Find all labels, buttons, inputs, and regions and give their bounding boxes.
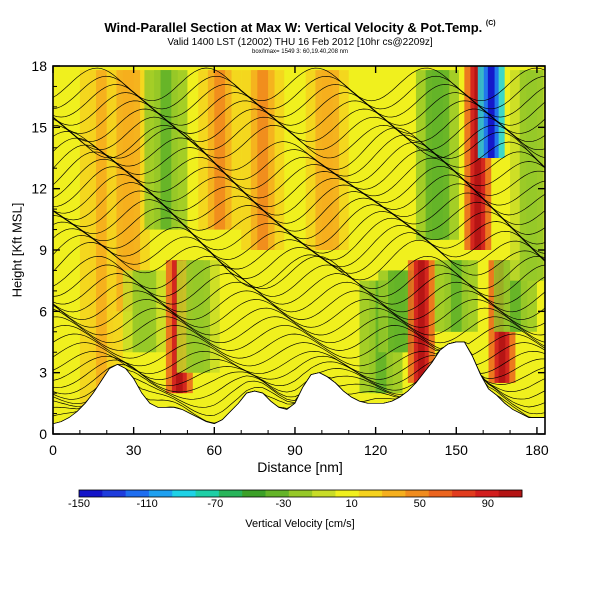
x-tick-label: 120 [364,442,388,458]
velocity-band [214,70,226,230]
colorbar-swatch [218,490,243,497]
isentrope-line [53,217,545,261]
plot-area [53,66,545,434]
colorbar-tick-label: 10 [345,498,357,510]
isentrope-line [53,232,545,279]
colorbar-tick-label: -70 [207,498,223,510]
x-tick-label: 150 [445,442,469,458]
colorbar-swatch [288,490,313,497]
colorbar-swatch [452,490,476,497]
chart-title: Wind-Parallel Section at Max W: Vertical… [104,20,496,35]
isentrope-line [53,108,545,142]
colorbar-tick-label: 90 [482,498,494,510]
y-tick-label: 12 [31,181,47,197]
y-tick-label: 9 [39,242,47,258]
colorbar-tick-label: -30 [276,498,292,510]
colorbar: -150 -110 -70 -30 10 50 90 [68,489,523,510]
isentrope-line [53,290,545,320]
velocity-band [192,260,204,373]
colorbar-swatch [265,490,290,497]
isentrope-line [53,255,545,290]
x-tick-label: 180 [525,442,549,458]
velocity-band [321,70,333,250]
colorbar-swatch [405,490,430,497]
velocity-band [526,70,537,281]
colorbar-swatch [475,490,500,497]
colorbar-swatch [312,490,336,497]
isentrope-line [53,92,545,126]
colorbar-swatch [195,490,220,497]
isentrope-line [53,127,545,171]
x-axis: 0 30 60 90 120 150 180 [49,66,549,458]
chart-subtitle: Valid 1400 LST (12002) THU 16 Feb 2012 [… [167,37,433,48]
colorbar-tick-label: -110 [137,498,158,510]
colorbar-swatch [242,490,266,497]
colorbar-swatch [125,490,150,497]
chart-subtitle-detail: box/lmax= 1549 3: 60,19.40,208 nm [252,49,348,55]
colorbar-swatch [102,490,127,497]
colorbar-swatch [335,490,360,497]
y-axis-label: Height [Kft MSL] [9,202,25,298]
velocity-band [450,260,462,332]
colorbar-swatch [79,490,103,497]
isentrope-line [53,124,545,159]
isentrope-line [53,142,545,190]
y-axis: 0 3 6 9 12 15 18 [31,58,545,442]
x-tick-label: 90 [287,442,303,458]
isentrope-line [53,307,545,336]
colorbar-swatch [358,490,383,497]
velocity-band [122,70,134,312]
isentrope-line [53,239,545,288]
y-tick-label: 15 [31,119,47,135]
x-tick-label: 0 [49,442,57,458]
velocity-band [510,260,521,332]
isentrope-line [53,116,545,151]
isentrope-line [53,100,545,134]
y-tick-label: 0 [39,426,47,442]
velocity-band [417,260,425,383]
velocity-band [96,70,107,424]
velocity-band [160,70,172,230]
colorbar-swatch [498,490,523,497]
y-tick-label: 6 [39,303,47,319]
y-tick-label: 18 [31,58,47,74]
isentrope-line [53,134,545,180]
colorbar-tick-label: -150 [68,498,90,510]
colorbar-swatch [428,490,453,497]
isentrope-line [53,281,545,313]
velocity-band [394,270,406,353]
isentrope-line [53,67,545,102]
colorbar-swatch [382,490,406,497]
isentrope-line [53,224,545,270]
x-tick-label: 60 [207,442,223,458]
isentrope-line [53,299,545,328]
terrain [53,341,545,434]
isentrope-line [53,190,545,240]
x-tick-label: 30 [126,442,142,458]
isentrope-line [53,182,545,232]
velocity-band [487,66,495,158]
colorbar-label: Vertical Velocity [cm/s] [245,518,355,530]
velocity-band [257,70,269,250]
colorbar-swatch [172,490,196,497]
colorbar-swatch [148,490,173,497]
isentrope-line [53,199,545,247]
y-tick-label: 3 [39,365,47,381]
colorbar-frame [78,489,523,498]
isentrope-line [53,149,545,199]
copyright-mark: (C) [485,20,496,27]
x-axis-label: Distance [nm] [257,459,343,475]
colorbar-tick-label: 50 [414,498,426,510]
isentrope-line [53,316,545,344]
